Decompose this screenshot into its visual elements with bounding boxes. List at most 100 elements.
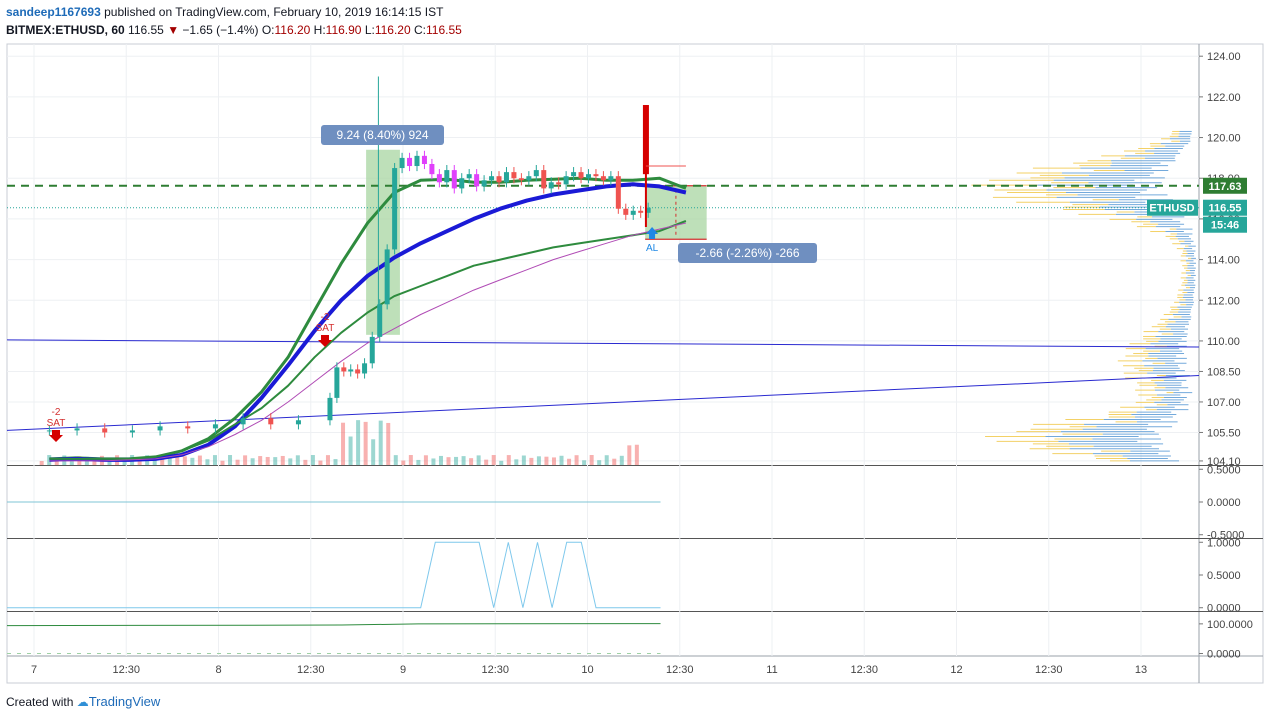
candle-body: [503, 172, 509, 183]
volume-bar: [491, 455, 496, 465]
candle-body: [414, 155, 420, 167]
volume-bar: [544, 456, 549, 465]
candle-body: [421, 155, 427, 164]
candle-body: [157, 426, 163, 431]
volume-bar: [212, 455, 217, 465]
time-tick-label: 7: [31, 664, 37, 676]
volume-bar: [325, 455, 330, 465]
volume-bar: [122, 460, 127, 465]
candle-body: [399, 157, 405, 169]
volume-bar: [454, 456, 459, 465]
volume-bar: [303, 459, 308, 465]
candle-body: [129, 430, 135, 433]
footer: Created with ☁TradingView: [6, 694, 160, 709]
volume-bar: [250, 458, 255, 465]
volume-bar: [220, 460, 225, 465]
candle-body: [295, 420, 301, 425]
time-tick-label: 11: [766, 664, 777, 676]
volume-bar: [295, 455, 300, 465]
candle-body: [407, 157, 413, 167]
volume-bar: [175, 456, 180, 465]
candle-body: [451, 170, 457, 189]
price-tick-label: 108.50: [1207, 366, 1241, 378]
down-arrow-icon: [318, 335, 332, 347]
volume-bar: [288, 458, 293, 465]
range-label-text: 9.24 (8.40%) 924: [336, 128, 428, 142]
candle-body: [377, 304, 383, 337]
candle-body: [623, 208, 629, 215]
volume-bar: [228, 455, 233, 465]
volume-bar: [582, 460, 587, 465]
down-arrow-icon: ▼: [167, 23, 180, 37]
volume-bar: [499, 460, 504, 465]
candle-body: [212, 424, 218, 429]
volume-bar: [137, 460, 142, 465]
candle-body: [548, 182, 554, 189]
candle-body: [489, 176, 495, 181]
tradingview-brand[interactable]: TradingView: [88, 694, 161, 709]
candle-body: [481, 180, 487, 187]
range-label-badge: [678, 243, 817, 263]
candle-body: [341, 367, 347, 372]
tradingview-logo-icon[interactable]: ☁: [76, 695, 89, 709]
volume-bar: [333, 459, 338, 465]
candle-body: [593, 174, 599, 177]
volume-bar: [529, 457, 534, 465]
chart-frame: [6, 43, 1264, 684]
candle-body: [102, 428, 108, 433]
high-label: H:: [313, 23, 326, 37]
candle-body: [384, 249, 390, 305]
volume-bar: [423, 455, 428, 465]
candle-body: [600, 176, 606, 181]
candle-body: [444, 170, 450, 183]
published-text: published on TradingView.com, February 1…: [104, 5, 444, 19]
volume-bar: [604, 455, 609, 465]
volume-bar: [152, 458, 157, 465]
candle-body: [369, 336, 375, 364]
percent-tick-label: 100.0000: [1207, 619, 1253, 631]
volume-bar: [536, 456, 541, 465]
volume-bar: [318, 460, 323, 465]
price-label-text: 15:46: [1211, 220, 1239, 232]
close-label: C:: [413, 23, 426, 37]
time-tick-label: 12:30: [850, 664, 878, 676]
candle-body: [585, 174, 591, 179]
price-tick-label: 105.50: [1207, 427, 1241, 439]
volume-bar: [197, 455, 202, 465]
volume-bar: [401, 460, 406, 465]
volume-bar: [243, 455, 248, 465]
moving-average-line: [49, 219, 687, 460]
time-tick-label: 9: [400, 664, 406, 676]
volume-bar: [273, 457, 278, 465]
close-value: 116.55: [425, 23, 462, 37]
time-tick-label: 8: [215, 664, 221, 676]
range-label-text: -2.66 (-2.26%) -266: [695, 246, 799, 260]
binary-tick-label: 0.5000: [1207, 570, 1241, 582]
candle-body: [563, 176, 569, 185]
range-label-badge: [321, 125, 444, 145]
down-arrow-icon: [49, 430, 63, 442]
time-tick-label: 10: [581, 664, 593, 676]
volume-bar: [567, 458, 572, 465]
candle-body: [334, 367, 340, 398]
candle-body: [459, 178, 465, 189]
volume-bar: [438, 455, 443, 465]
price-tick-label: 104.10: [1207, 456, 1241, 468]
volume-bar: [574, 455, 579, 465]
price-label: [1203, 216, 1247, 233]
author-link[interactable]: sandeep1167693: [6, 5, 101, 19]
candle-body: [46, 430, 52, 432]
up-arrow-icon: [646, 227, 659, 240]
oscillator-tick-label: -0.5000: [1207, 530, 1244, 542]
candle-body: [392, 168, 398, 250]
low-label: L:: [364, 23, 375, 37]
candle-body: [348, 369, 354, 372]
volume-bar: [235, 459, 240, 465]
candle-body: [556, 182, 562, 185]
high-value: 116.90: [325, 23, 362, 37]
candle-body: [429, 163, 435, 175]
candle-body: [474, 174, 480, 187]
volume-bar: [612, 458, 617, 465]
price-label-text: 117.63: [1208, 181, 1241, 193]
